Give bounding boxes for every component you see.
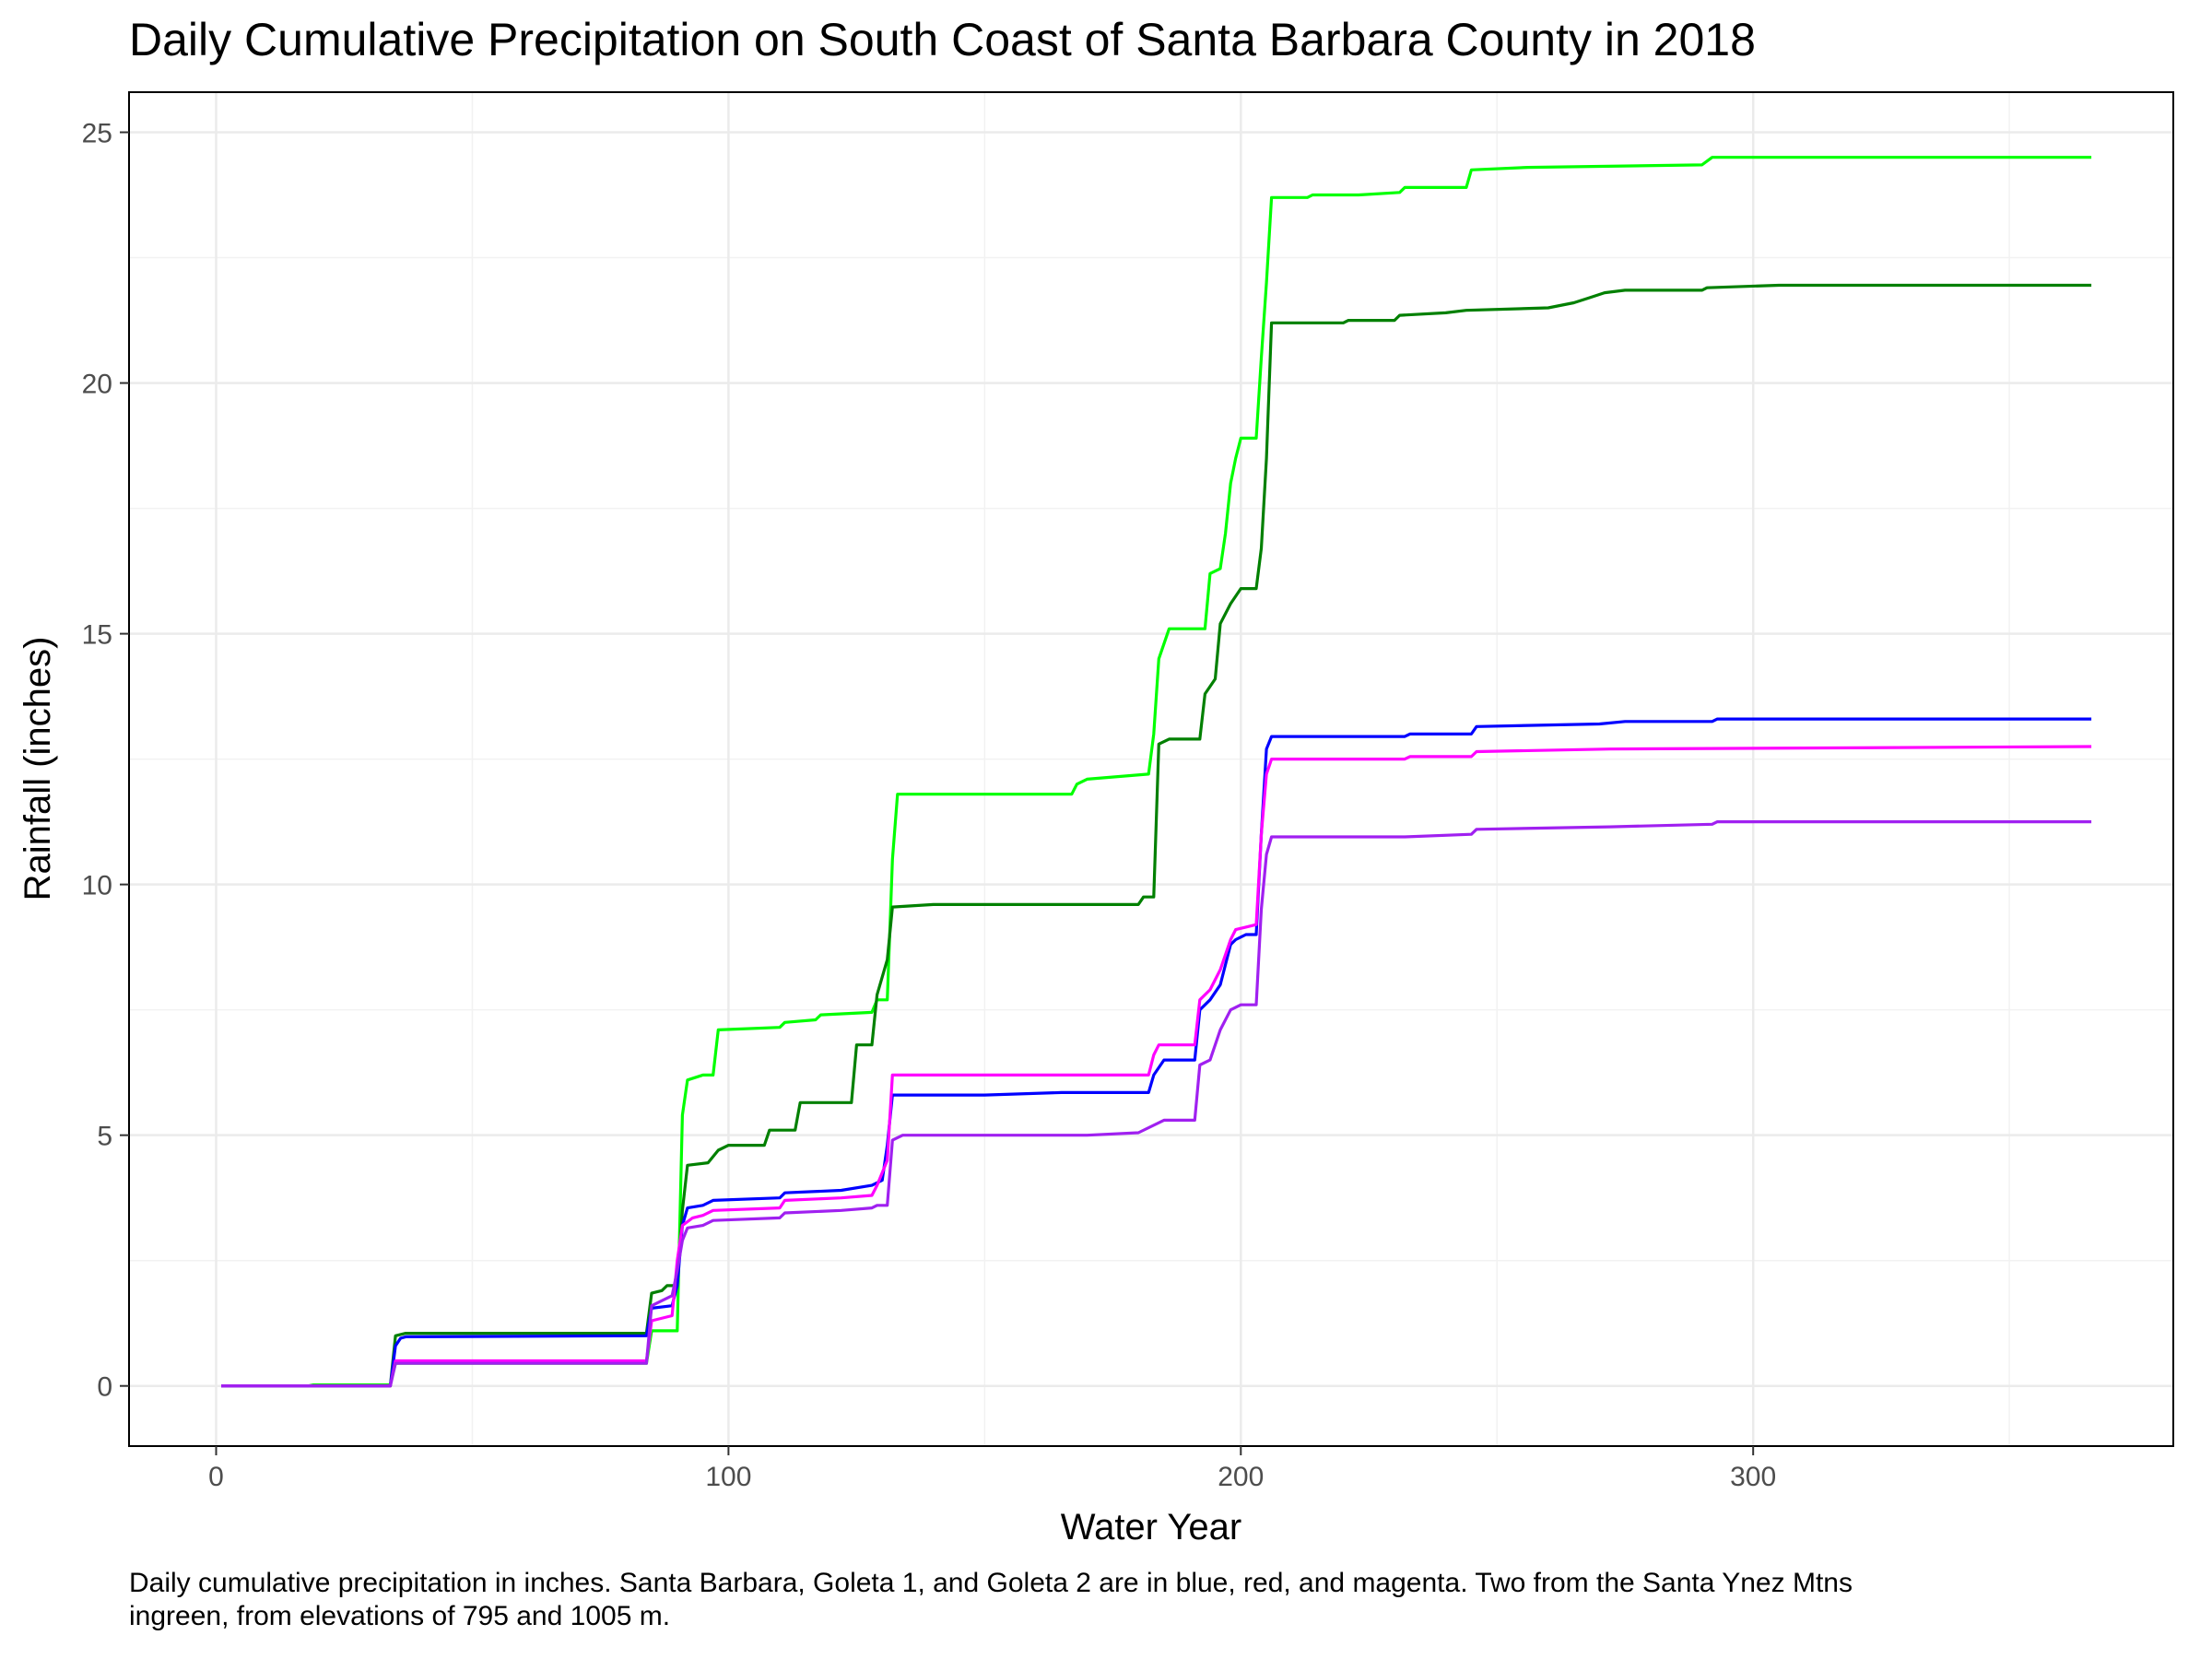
plot-border	[128, 91, 2174, 1447]
y-tick-label: 15	[82, 620, 112, 651]
series-line-5	[221, 820, 2092, 1388]
series-line-1	[221, 156, 2092, 1388]
y-tick-label: 25	[82, 119, 112, 149]
y-tick-label: 10	[82, 871, 112, 901]
chart-caption: Daily cumulative precipitation in inches…	[129, 1568, 1853, 1631]
x-tick-label: 0	[208, 1462, 224, 1492]
y-axis-title: Rainfall (inches)	[18, 637, 58, 901]
series-line-2	[221, 283, 2092, 1388]
y-tick-label: 20	[82, 370, 112, 400]
series-lines	[221, 156, 2092, 1388]
x-axis-title: Water Year	[1061, 1507, 1241, 1547]
y-tick-label: 5	[97, 1122, 112, 1152]
series-line-4	[221, 745, 2092, 1388]
plot-background	[129, 92, 2173, 1446]
y-tick-label: 0	[97, 1372, 112, 1403]
axis-ticks: 0 100 200 300 0 5 10 15 20 25	[82, 119, 1777, 1492]
x-tick-label: 200	[1218, 1462, 1264, 1492]
chart-title: Daily Cumulative Precipitation on South …	[129, 14, 1756, 65]
x-tick-label: 100	[705, 1462, 751, 1492]
x-tick-label: 300	[1730, 1462, 1776, 1492]
